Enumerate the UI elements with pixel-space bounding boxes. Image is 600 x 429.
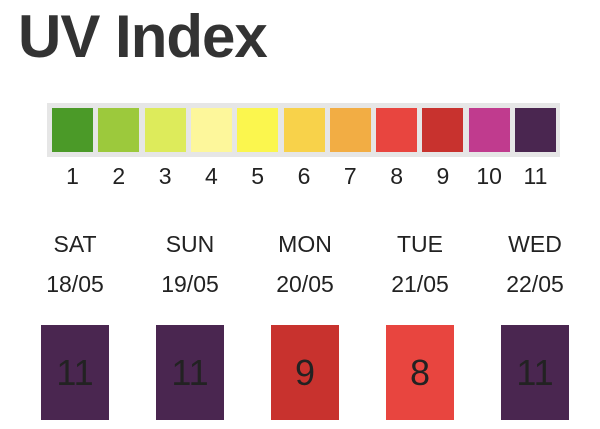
scale-cell [329,108,371,152]
day-date: 20/05 [276,271,334,297]
scale-cell [468,108,510,152]
scale-cell [190,108,232,152]
scale-label: 2 [112,163,126,189]
scale-cell [98,108,140,152]
uv-value: 11 [156,325,224,420]
scale-label: 10 [476,163,502,189]
day-date: 21/05 [391,271,449,297]
scale-cell [422,108,464,152]
scale-label: 11 [523,163,548,189]
day-date: 22/05 [506,271,564,297]
uv-value: 8 [386,325,454,420]
scale-cell [52,108,93,152]
scale-label: 8 [390,163,403,189]
scale-cell [237,108,279,152]
scale-label: 9 [436,163,450,189]
title: UV Index [18,3,268,70]
scale-label: 1 [66,163,79,189]
uv-value: 11 [41,325,109,420]
day-name: SUN [165,231,215,257]
day-name: TUE [397,231,443,257]
scale-cell [515,108,556,152]
scale-label: 7 [343,163,357,189]
uv-value: 11 [501,325,569,420]
scale-label: 4 [204,163,218,189]
scale-cell [144,108,186,152]
scale-cell [283,108,325,152]
day-name: SAT [53,231,97,257]
scale-label: 5 [251,163,265,189]
day-name: MON [278,231,332,257]
uv-value: 9 [271,325,339,420]
day-date: 19/05 [161,271,219,297]
scale-label: 6 [297,163,311,189]
day-date: 18/05 [46,271,104,297]
scale-label: 3 [158,163,172,189]
day-name: WED [508,231,562,257]
scale-cell [376,108,418,152]
